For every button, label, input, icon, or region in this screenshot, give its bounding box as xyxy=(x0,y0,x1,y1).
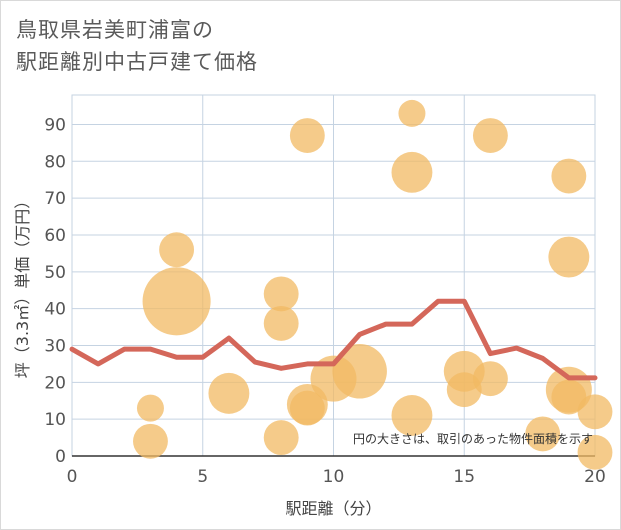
line-layer xyxy=(69,298,598,381)
x-tick-label: 5 xyxy=(197,467,208,487)
scatter-point xyxy=(577,434,613,470)
scatter-point xyxy=(263,420,299,456)
y-tick-label: 10 xyxy=(44,410,66,430)
y-tick-label: 90 xyxy=(44,115,66,135)
y-tick-label: 0 xyxy=(55,447,66,467)
scatter-point xyxy=(548,236,590,278)
scatter-point xyxy=(551,158,587,194)
y-axis-label: 坪（3.3㎡）単価（万円） xyxy=(13,193,32,378)
y-tick-label: 40 xyxy=(44,300,66,320)
scatter-point xyxy=(263,276,299,312)
scatter-point xyxy=(208,372,250,414)
scatter-point xyxy=(391,395,433,436)
scatter-point xyxy=(332,344,387,399)
y-tick-label: 80 xyxy=(44,152,66,172)
average-price-line xyxy=(69,298,598,381)
chart-title-line2: 駅距離別中古戸建て価格 xyxy=(16,50,258,74)
scatter-point xyxy=(391,151,433,193)
chart-title: 鳥取県岩美町浦富の 駅距離別中古戸建て価格 xyxy=(16,14,576,78)
bubble-layer xyxy=(133,99,613,470)
scatter-point xyxy=(136,394,164,422)
scatter-point xyxy=(289,118,325,153)
scatter-point xyxy=(142,267,211,336)
scatter-point xyxy=(133,423,168,459)
scatter-point xyxy=(159,232,195,268)
y-tick-label: 50 xyxy=(44,263,66,283)
y-tick-label: 70 xyxy=(44,189,66,209)
y-tick-label: 20 xyxy=(44,373,66,393)
x-tick-label: 15 xyxy=(453,467,475,487)
scatter-point xyxy=(577,394,613,430)
x-tick-label: 20 xyxy=(584,467,606,487)
scatter-point xyxy=(398,99,426,127)
x-tick-label: 10 xyxy=(323,467,345,487)
scatter-point xyxy=(472,118,508,153)
y-tick-label: 60 xyxy=(44,226,66,246)
chart-title-line1: 鳥取県岩美町浦富の xyxy=(16,18,214,42)
tick-labels: 0 10 20 30 40 50 60 70 80 90 0 5 10 15 20 xyxy=(44,115,605,487)
x-tick-label: 0 xyxy=(67,467,78,487)
scatter-point xyxy=(289,390,325,426)
scatter-point xyxy=(472,361,508,397)
scatter-point xyxy=(263,305,299,341)
scatter-point xyxy=(525,416,561,452)
scatter-point xyxy=(551,379,587,415)
x-axis-label: 駅距離（分） xyxy=(285,499,381,518)
y-tick-label: 30 xyxy=(44,336,66,356)
size-note: 円の大きさは、取引のあった物件面積を示す xyxy=(353,431,593,446)
scatter-point xyxy=(446,372,482,408)
